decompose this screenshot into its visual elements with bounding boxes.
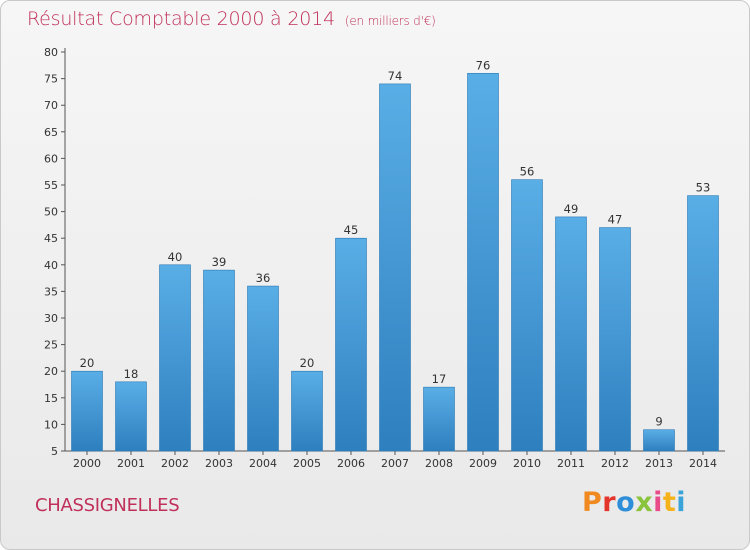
value-label-2010: 56 — [520, 165, 535, 179]
bar-2001 — [115, 381, 147, 452]
logo-letter: t — [662, 487, 677, 518]
logo-letter: o — [616, 487, 636, 518]
bar-2008 — [423, 386, 455, 452]
x-tick-label: 2014 — [689, 457, 717, 470]
y-tick-label: 15 — [44, 392, 58, 405]
bar-2003 — [203, 269, 235, 452]
logo-letter: P — [582, 487, 603, 518]
y-tick-label: 20 — [44, 365, 58, 378]
y-tick-label: 60 — [44, 152, 58, 165]
value-label-2013: 9 — [655, 415, 662, 429]
chart-unit: (en milliers d'€) — [344, 14, 436, 28]
x-tick-label: 2012 — [601, 457, 629, 470]
logo-letter: r — [602, 487, 617, 518]
y-tick-label: 45 — [44, 232, 58, 245]
chart-title: Résultat Comptable 2000 à 2014 (en millie… — [27, 8, 436, 30]
bar-2006 — [335, 237, 367, 452]
bar-2013 — [643, 429, 675, 452]
x-tick-label: 2011 — [557, 457, 585, 470]
x-tick-label: 2004 — [249, 457, 277, 470]
value-label-2014: 53 — [696, 181, 711, 195]
x-tick-label: 2013 — [645, 457, 673, 470]
y-tick-label: 80 — [44, 46, 58, 59]
value-label-2002: 40 — [168, 250, 183, 264]
x-tick-label: 2006 — [337, 457, 365, 470]
y-tick-label: 30 — [44, 312, 58, 325]
y-tick-label: 55 — [44, 179, 58, 192]
value-label-2006: 45 — [344, 223, 359, 237]
x-tick-label: 2010 — [513, 457, 541, 470]
y-tick-label: 65 — [44, 126, 58, 139]
bar-2009 — [467, 72, 499, 452]
value-label-2007: 74 — [388, 69, 403, 83]
bar-2011 — [555, 216, 587, 452]
bar-2004 — [247, 285, 279, 452]
chart-title-text: Résultat Comptable 2000 à 2014 — [27, 8, 335, 30]
x-tick-label: 2009 — [469, 457, 497, 470]
y-tick-label: 40 — [44, 259, 58, 272]
value-label-2001: 18 — [124, 367, 139, 381]
x-tick-label: 2005 — [293, 457, 321, 470]
value-label-2008: 17 — [432, 372, 447, 386]
x-tick-label: 2002 — [161, 457, 189, 470]
value-label-2003: 39 — [212, 255, 227, 269]
x-tick-label: 2001 — [117, 457, 145, 470]
y-tick-label: 70 — [44, 99, 58, 112]
value-label-2011: 49 — [564, 202, 579, 216]
bar-2005 — [291, 370, 323, 452]
value-label-2000: 20 — [80, 356, 95, 370]
bar-2014 — [687, 195, 719, 452]
logo-letter: x — [635, 487, 654, 518]
y-tick-label: 25 — [44, 339, 58, 352]
logo-letter: i — [653, 487, 663, 518]
proxiti-logo: Proxiti — [582, 487, 686, 518]
bar-2002 — [159, 264, 191, 452]
y-tick-label: 50 — [44, 206, 58, 219]
value-label-2005: 20 — [300, 356, 315, 370]
bar-2010 — [511, 179, 543, 452]
bar-2000 — [71, 370, 103, 452]
bar-2012 — [599, 227, 631, 452]
x-tick-label: 2000 — [73, 457, 101, 470]
x-tick-label: 2003 — [205, 457, 233, 470]
logo-letter: i — [676, 487, 687, 518]
value-label-2012: 47 — [608, 213, 623, 227]
x-tick-label: 2008 — [425, 457, 453, 470]
bar-2007 — [379, 83, 411, 452]
y-tick-label: 75 — [44, 73, 58, 86]
value-label-2004: 36 — [256, 271, 271, 285]
y-tick-label: 35 — [44, 285, 58, 298]
commune-name: CHASSIGNELLES — [35, 495, 180, 516]
y-tick-label: 5 — [51, 445, 58, 458]
value-label-2009: 76 — [476, 58, 491, 72]
y-tick-label: 10 — [44, 418, 58, 431]
x-tick-label: 2007 — [381, 457, 409, 470]
